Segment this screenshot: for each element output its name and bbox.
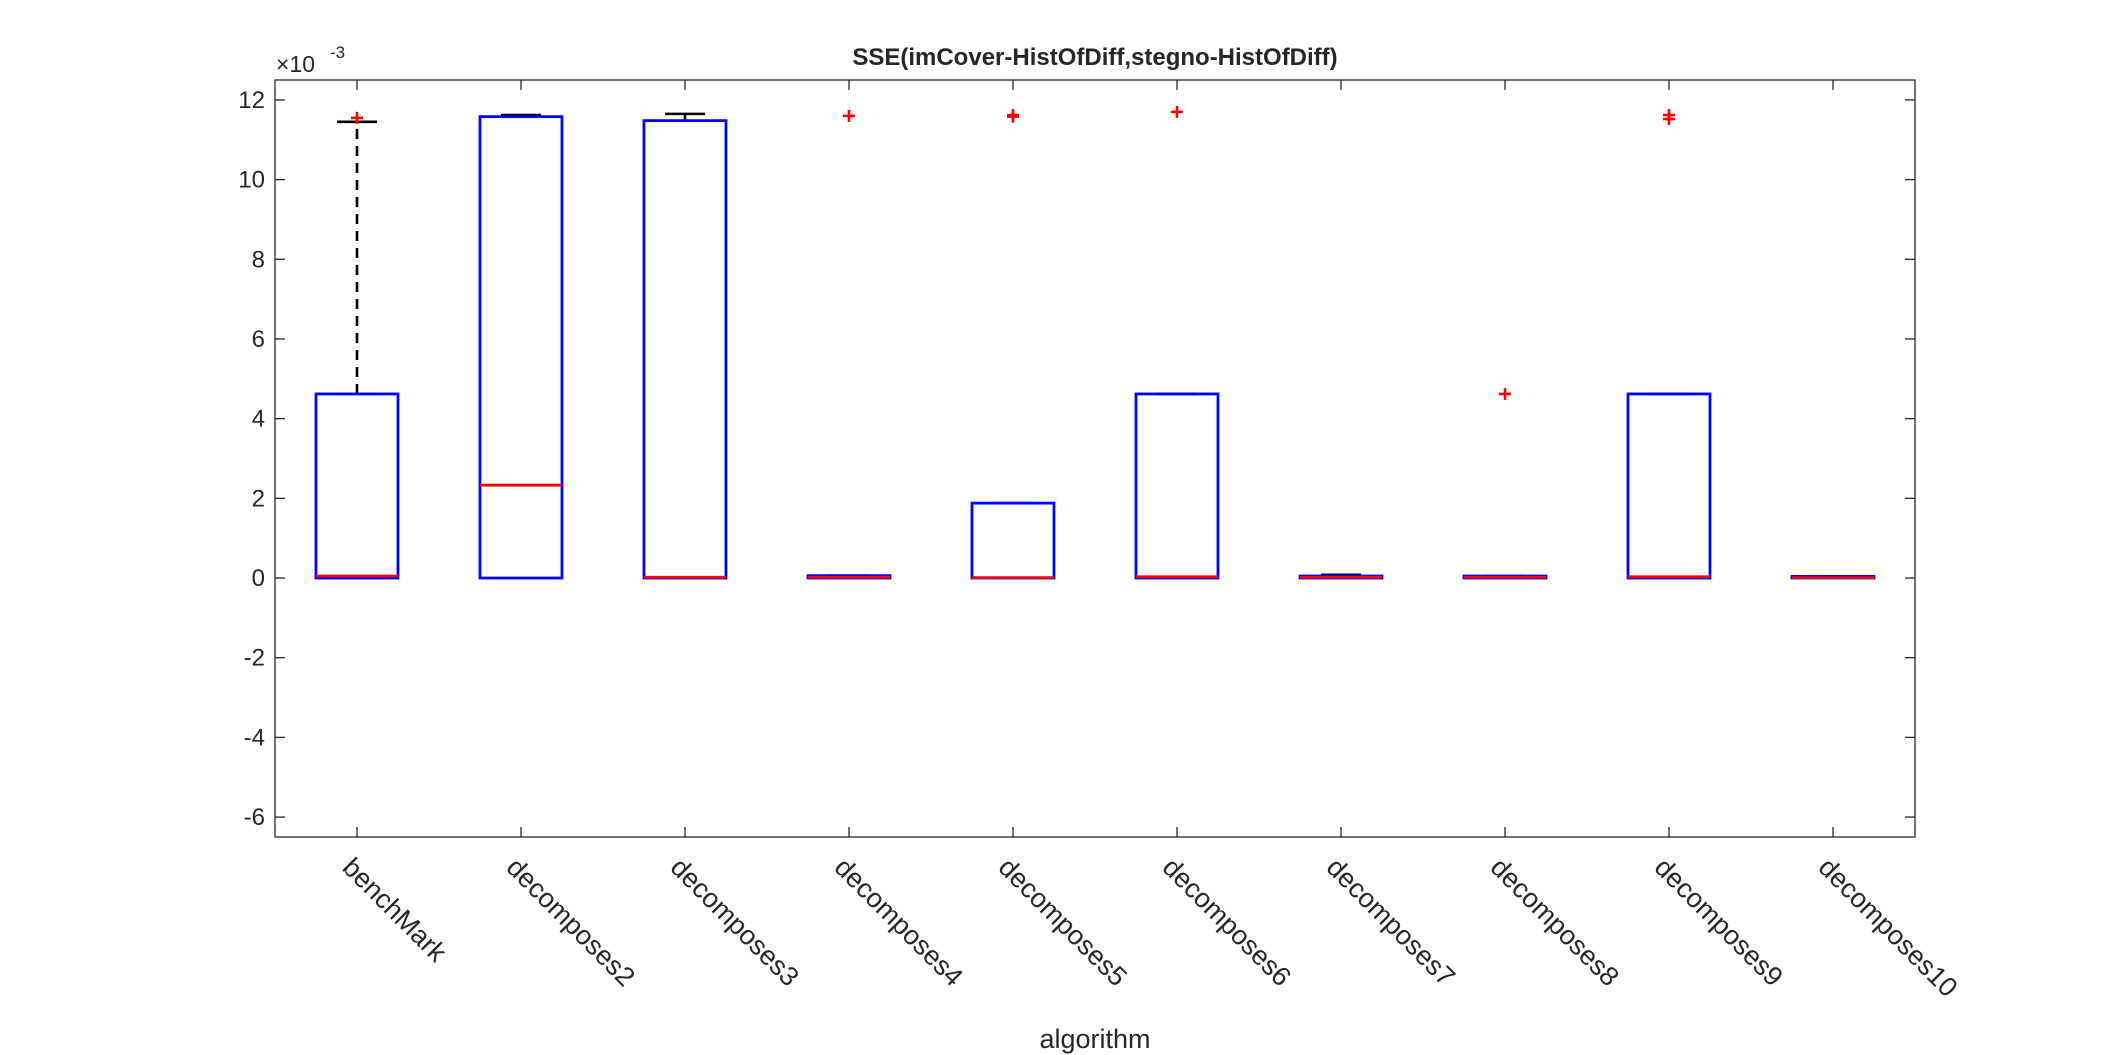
x-tick-label: decomposes7 (1321, 852, 1461, 992)
x-axis-label: algorithm (1039, 1024, 1150, 1054)
y-tick-label: -4 (244, 724, 265, 751)
outlier-marker (1007, 109, 1019, 122)
y-tick-label: -6 (244, 804, 265, 831)
outlier-marker (1499, 387, 1511, 400)
x-tick-label: decomposes4 (829, 852, 969, 992)
x-tick-label: decomposes2 (501, 852, 641, 992)
chart-title: SSE(imCover-HistOfDiff,stegno-HistOfDiff… (852, 44, 1337, 71)
x-tick-label: decomposes8 (1485, 852, 1625, 992)
outlier-marker (1171, 105, 1183, 118)
outlier-marker (1663, 109, 1675, 122)
y-exponent-power: -3 (330, 43, 345, 62)
y-tick-label: -2 (244, 645, 265, 672)
box (314, 392, 400, 580)
y-exponent-base: ×10 (276, 51, 315, 77)
y-tick-label: 4 (252, 406, 265, 433)
x-tick-label: decomposes3 (665, 852, 805, 992)
plot-area (274, 79, 1916, 838)
y-tick-label: 6 (252, 326, 265, 353)
box (478, 115, 564, 580)
x-tick-label: decomposes9 (1649, 852, 1789, 992)
x-tick-label: decomposes6 (1157, 852, 1297, 992)
outlier-marker (843, 109, 855, 122)
y-tick-label: 0 (252, 565, 265, 592)
outlier-marker (351, 111, 363, 124)
x-tick-label: decomposes10 (1813, 852, 1964, 1003)
y-tick-label: 10 (238, 167, 265, 194)
y-tick-label: 8 (252, 246, 265, 273)
y-tick-label: 12 (238, 87, 265, 114)
chart-marks (314, 105, 1876, 580)
x-tick-label: benchMark (337, 852, 453, 968)
x-tick-label: decomposes5 (993, 852, 1133, 992)
y-tick-label: 2 (252, 485, 265, 512)
